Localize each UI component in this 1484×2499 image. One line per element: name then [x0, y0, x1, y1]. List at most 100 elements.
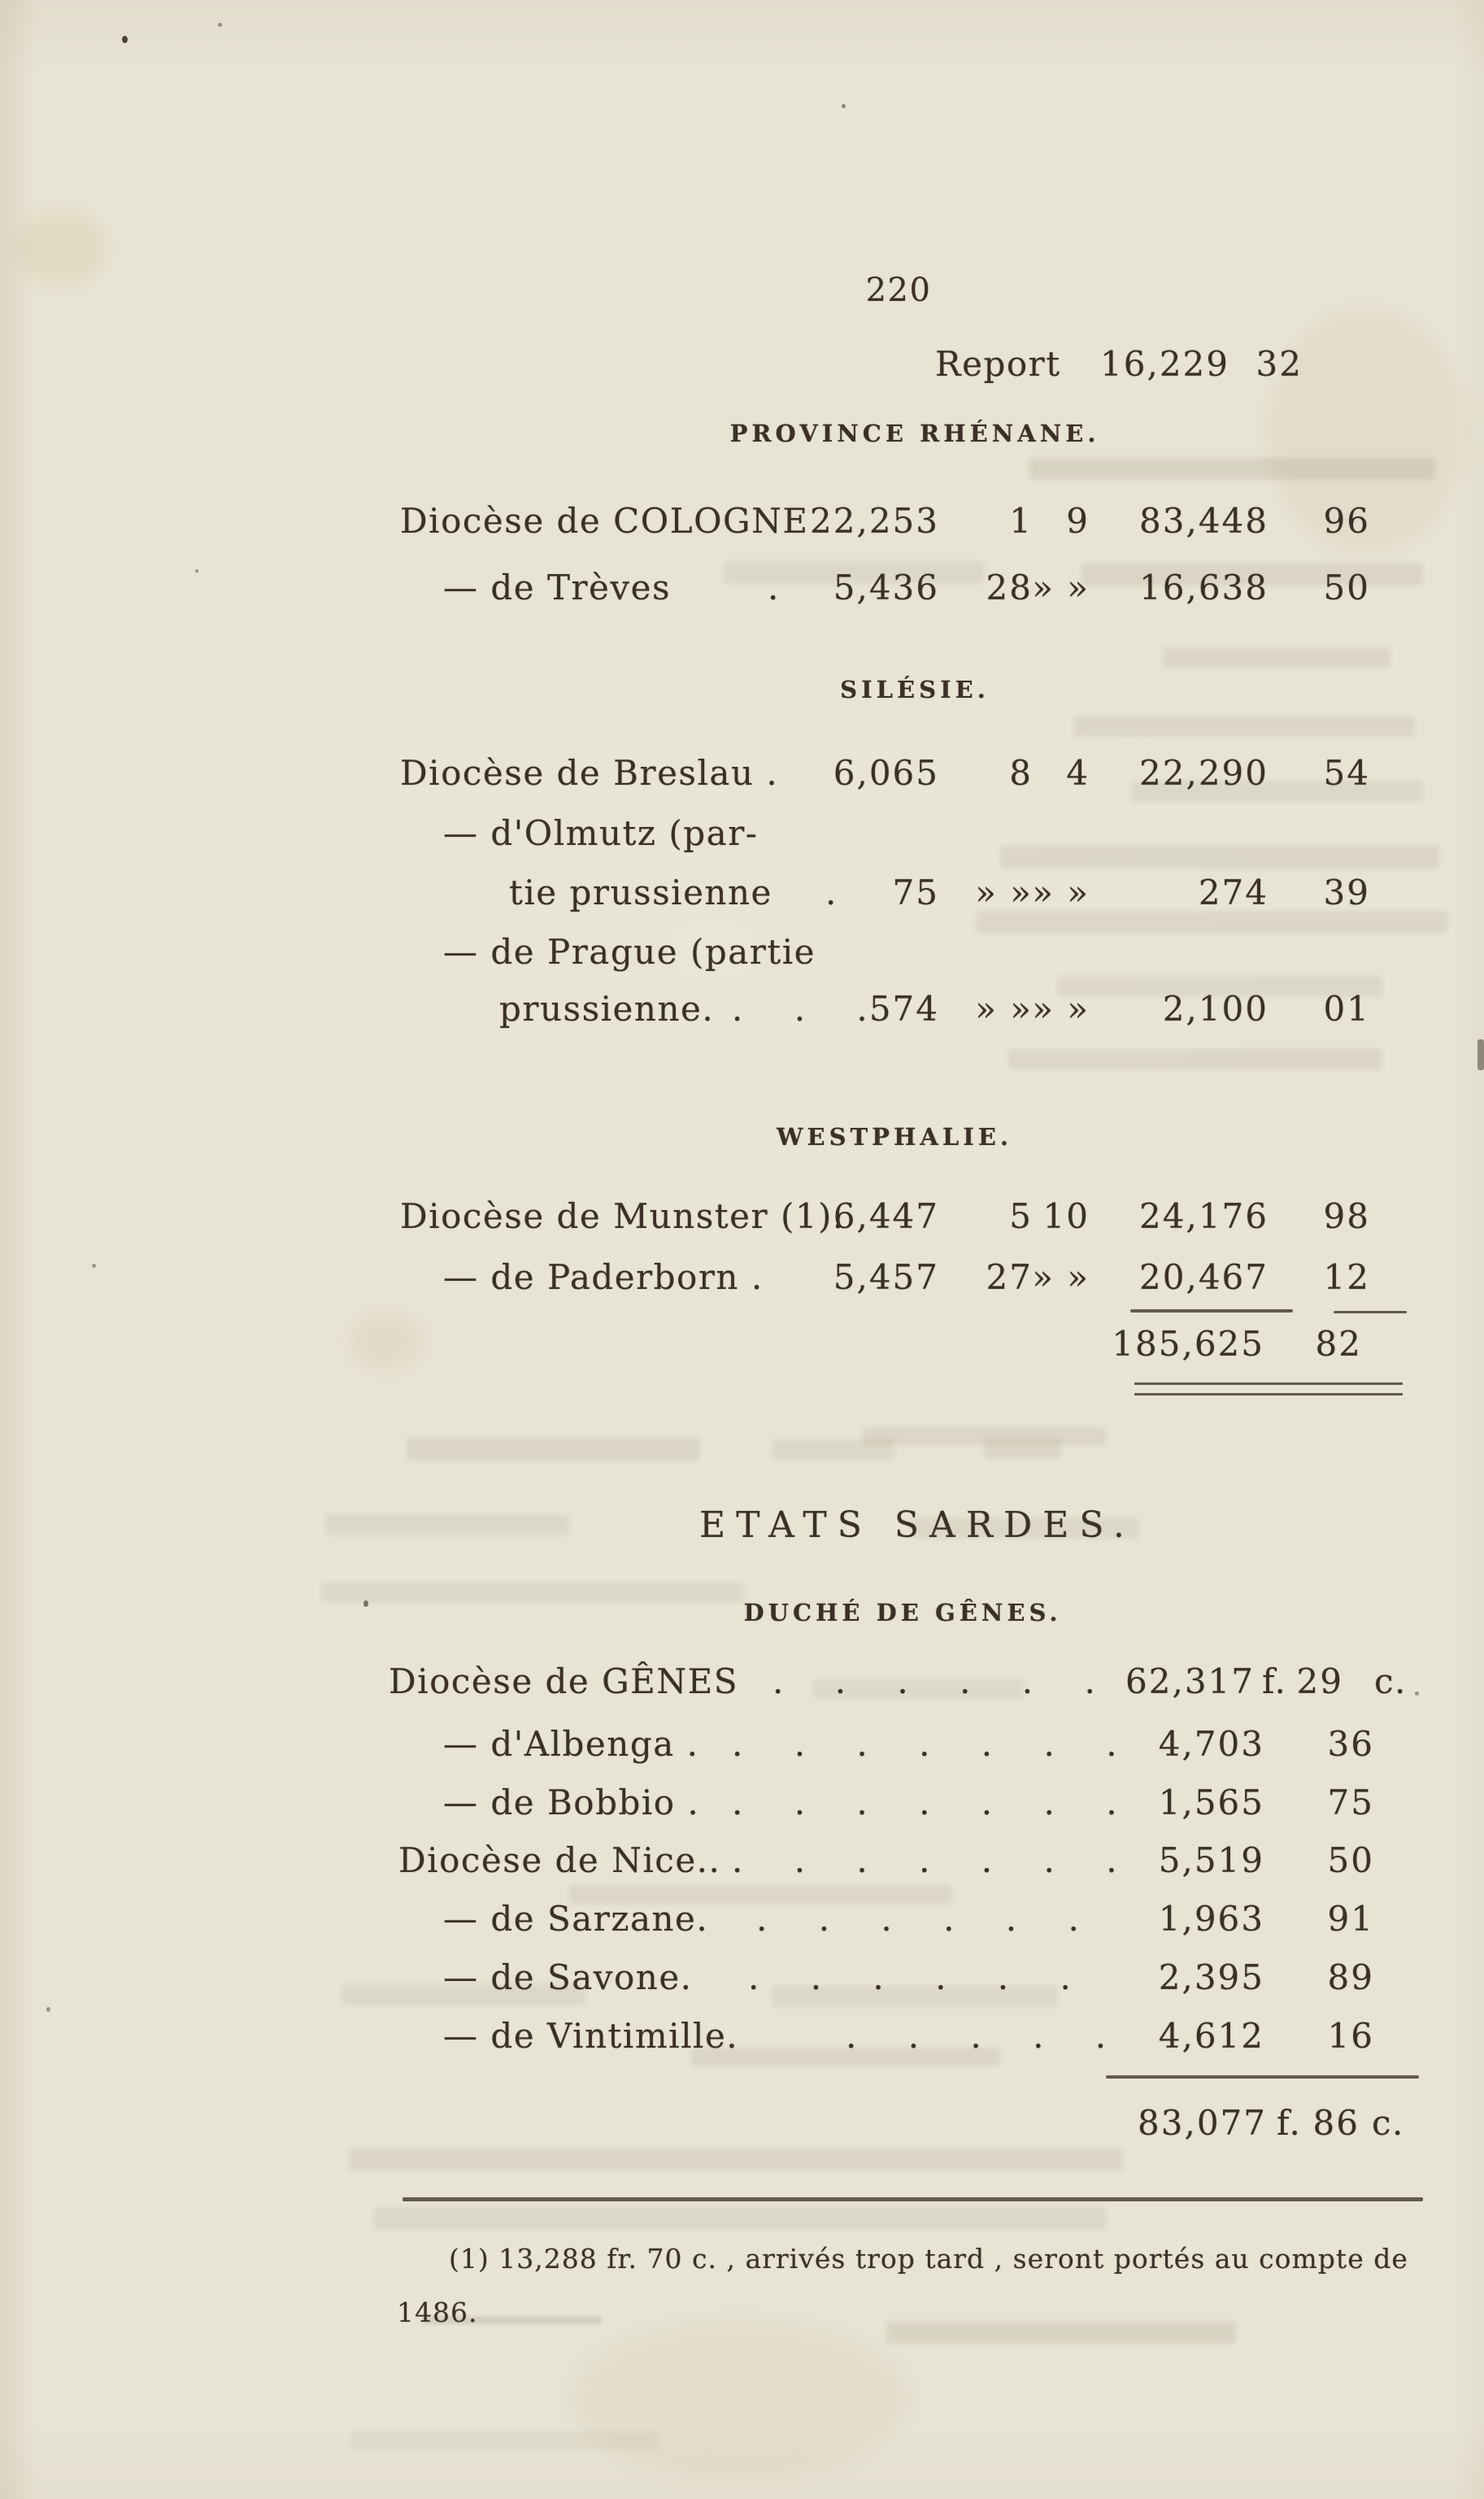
footnote-line: (1) 13,288 fr. 70 c. , arrivés trop tard…	[449, 2243, 1408, 2275]
diocese-label: — d'Olmutz (par-	[443, 813, 759, 853]
ink-speck	[46, 2007, 50, 2012]
bleed-through-smudge	[886, 2321, 1236, 2344]
leader-dot: .	[768, 568, 780, 607]
francs-abbrev: f.	[1262, 1661, 1287, 1701]
grand-total-cents: 82	[1315, 1324, 1362, 1364]
bleed-through-smudge	[374, 2207, 1106, 2230]
col-amount: 5,519	[1158, 1840, 1264, 1880]
francs-abbrev: f.	[1277, 2103, 1302, 2143]
bleed-through-smudge	[1163, 647, 1390, 668]
bleed-through-smudge	[862, 1427, 1106, 1445]
ink-speck	[122, 36, 128, 43]
col-cents: 12	[1323, 1257, 1370, 1297]
footnote-line: 1486.	[397, 2297, 478, 2328]
col-cents: 16	[1327, 2016, 1374, 2056]
diocese-label: — de Savone.	[443, 1957, 693, 1997]
section-heading-silesie: SILÉSIE.	[840, 676, 990, 703]
bleed-through-smudge	[1000, 846, 1439, 869]
ink-speck	[363, 1600, 368, 1607]
paper-stain	[569, 2318, 911, 2480]
leader-dots: . . .	[732, 989, 868, 1029]
grand-total-amount: 83,077	[1138, 2103, 1267, 2143]
bleed-through-smudge	[772, 1439, 894, 1461]
section-heading-etats-sardes: ETATS SARDES.	[699, 1504, 1135, 1546]
col-sum2: 1	[1009, 501, 1033, 541]
diocese-label-wrap: prussienne.	[499, 989, 715, 1029]
col-amount: 4,612	[1158, 2016, 1264, 2056]
diocese-label: Diocèse de Munster (1).	[400, 1196, 845, 1236]
ink-speck	[842, 104, 846, 108]
col-cents: 91	[1327, 1899, 1374, 1939]
col-amount: 16,638	[1139, 568, 1269, 607]
col-sum2: 5	[1009, 1196, 1033, 1236]
section-heading-westphalie: WESTPHALIE.	[776, 1123, 1013, 1151]
col-sum1: 22,253	[810, 501, 939, 541]
diocese-label: Diocèse de Nice..	[398, 1840, 721, 1880]
col-sum2: 8	[1009, 753, 1033, 793]
bleed-through-smudge	[984, 1439, 1061, 1459]
col-sum3: 9	[1066, 501, 1090, 541]
double-rule	[1134, 1382, 1403, 1395]
paper-stain	[16, 211, 106, 285]
bleed-through-smudge	[350, 2432, 659, 2449]
diocese-label-wrap: tie prussienne	[509, 873, 772, 912]
bleed-through-smudge	[321, 1582, 744, 1603]
col-sum3: » »	[1032, 989, 1090, 1029]
col-amount: 2,395	[1158, 1957, 1264, 1997]
col-amount: 83,448	[1139, 501, 1269, 541]
diocese-label: — de Vintimille.	[443, 2016, 739, 2056]
col-amount: 2,100	[1162, 989, 1269, 1029]
col-sum3: » »	[1032, 568, 1090, 607]
bleed-through-smudge	[1073, 716, 1415, 737]
col-cents: 50	[1327, 1840, 1374, 1880]
centimes-abbrev: c.	[1372, 2103, 1404, 2143]
diocese-label: — de Trèves	[443, 568, 672, 607]
col-cents: 75	[1327, 1783, 1374, 1822]
diocese-label: — d'Albenga .	[443, 1724, 699, 1764]
bleed-through-smudge	[911, 1517, 1138, 1539]
leader-dots: . . . . . . .	[732, 1840, 1117, 1880]
col-sum2: 28	[986, 568, 1033, 607]
diocese-label: — de Prague (partie	[443, 932, 816, 972]
col-sum1: 5,457	[833, 1257, 939, 1297]
col-amount: 1,963	[1158, 1899, 1264, 1939]
bleed-through-smudge	[724, 561, 984, 584]
bleed-through-smudge	[1081, 563, 1423, 586]
grand-total-amount: 185,625	[1112, 1324, 1264, 1364]
col-cents: 39	[1323, 873, 1370, 912]
col-sum3: 10	[1042, 1196, 1090, 1236]
col-cents: 89	[1327, 1957, 1374, 1997]
col-cents: 54	[1323, 753, 1370, 793]
page-number: 220	[865, 272, 932, 309]
bleed-through-smudge	[691, 2048, 1000, 2066]
paper-stain	[350, 1313, 423, 1370]
ink-speck	[92, 1264, 96, 1268]
bleed-through-smudge	[813, 1679, 1025, 1699]
total-rule	[1106, 2075, 1419, 2079]
leader-dots: . . . . . .	[772, 1661, 1095, 1701]
col-sum2: » »	[975, 989, 1033, 1029]
col-sum1: 6,447	[833, 1196, 939, 1236]
diocese-label: Diocèse de GÊNES	[389, 1661, 739, 1701]
report-label: Report	[935, 344, 1061, 384]
diocese-label: — de Bobbio .	[443, 1783, 700, 1822]
ink-speck	[1415, 1691, 1419, 1696]
leader-dots: . . . . . .	[756, 1899, 1079, 1939]
bleed-through-smudge	[569, 1885, 951, 1905]
col-sum2: 27	[986, 1257, 1033, 1297]
grand-total-cents: 86	[1312, 2103, 1360, 2143]
leader-dots: . . . . . . .	[732, 1724, 1117, 1764]
col-cents: 50	[1323, 568, 1370, 607]
col-sum3: 4	[1066, 753, 1090, 793]
col-sum3: » »	[1032, 873, 1090, 912]
total-rule	[1130, 1309, 1293, 1313]
report-cents: 32	[1256, 344, 1303, 384]
bleed-through-smudge	[1029, 457, 1435, 480]
paper-stain	[1269, 309, 1464, 553]
diocese-label: Diocèse de COLOGNE	[400, 501, 809, 541]
footnote-separator	[403, 2197, 1423, 2201]
leader-dot: .	[825, 873, 838, 912]
col-amount: 1,565	[1158, 1783, 1264, 1822]
col-cents: 98	[1323, 1196, 1370, 1236]
